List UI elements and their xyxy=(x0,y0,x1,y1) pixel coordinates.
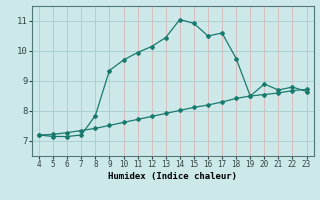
X-axis label: Humidex (Indice chaleur): Humidex (Indice chaleur) xyxy=(108,172,237,181)
